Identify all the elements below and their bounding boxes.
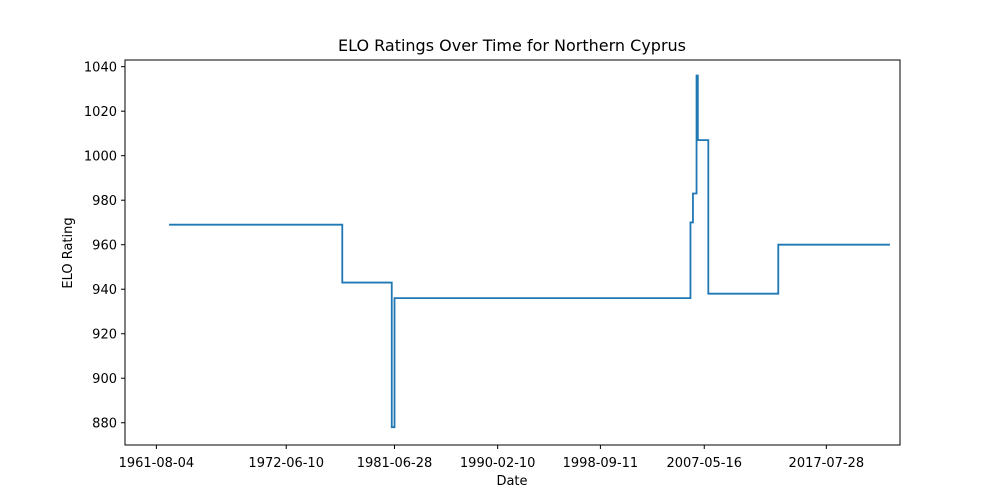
y-tick-label: 1040 [84,61,117,76]
x-tick-label: 2007-05-16 [666,456,742,471]
plot-area-frame [124,59,901,446]
y-tick-label: 900 [92,372,117,387]
x-axis-title: Date [496,474,527,489]
x-tick-label: 1981-06-28 [357,456,433,471]
y-tick-label: 1020 [84,105,117,120]
y-tick-label: 920 [92,328,117,343]
x-tick-label: 1961-08-04 [119,456,195,471]
y-tick-label: 880 [92,417,117,432]
y-tick-label: 1000 [84,150,117,165]
x-tick-label: 1972-06-10 [248,456,324,471]
y-axis: 880 900 920 940 960 980 1000 1020 1040 [84,61,125,432]
x-tick-label: 2017-07-28 [789,456,865,471]
series-line-1 [169,74,890,429]
chart-title: ELO Ratings Over Time for Northern Cypru… [338,36,686,55]
y-axis-title: ELO Rating [61,217,76,288]
y-tick-label: 980 [92,194,117,209]
x-axis: 1961-08-04 1972-06-10 1981-06-28 1990-02-10… [119,445,865,471]
y-tick-label: 940 [92,283,117,298]
y-tick-label: 960 [92,239,117,254]
x-tick-label: 1998-09-11 [563,456,639,471]
x-tick-label: 1990-02-10 [460,456,536,471]
